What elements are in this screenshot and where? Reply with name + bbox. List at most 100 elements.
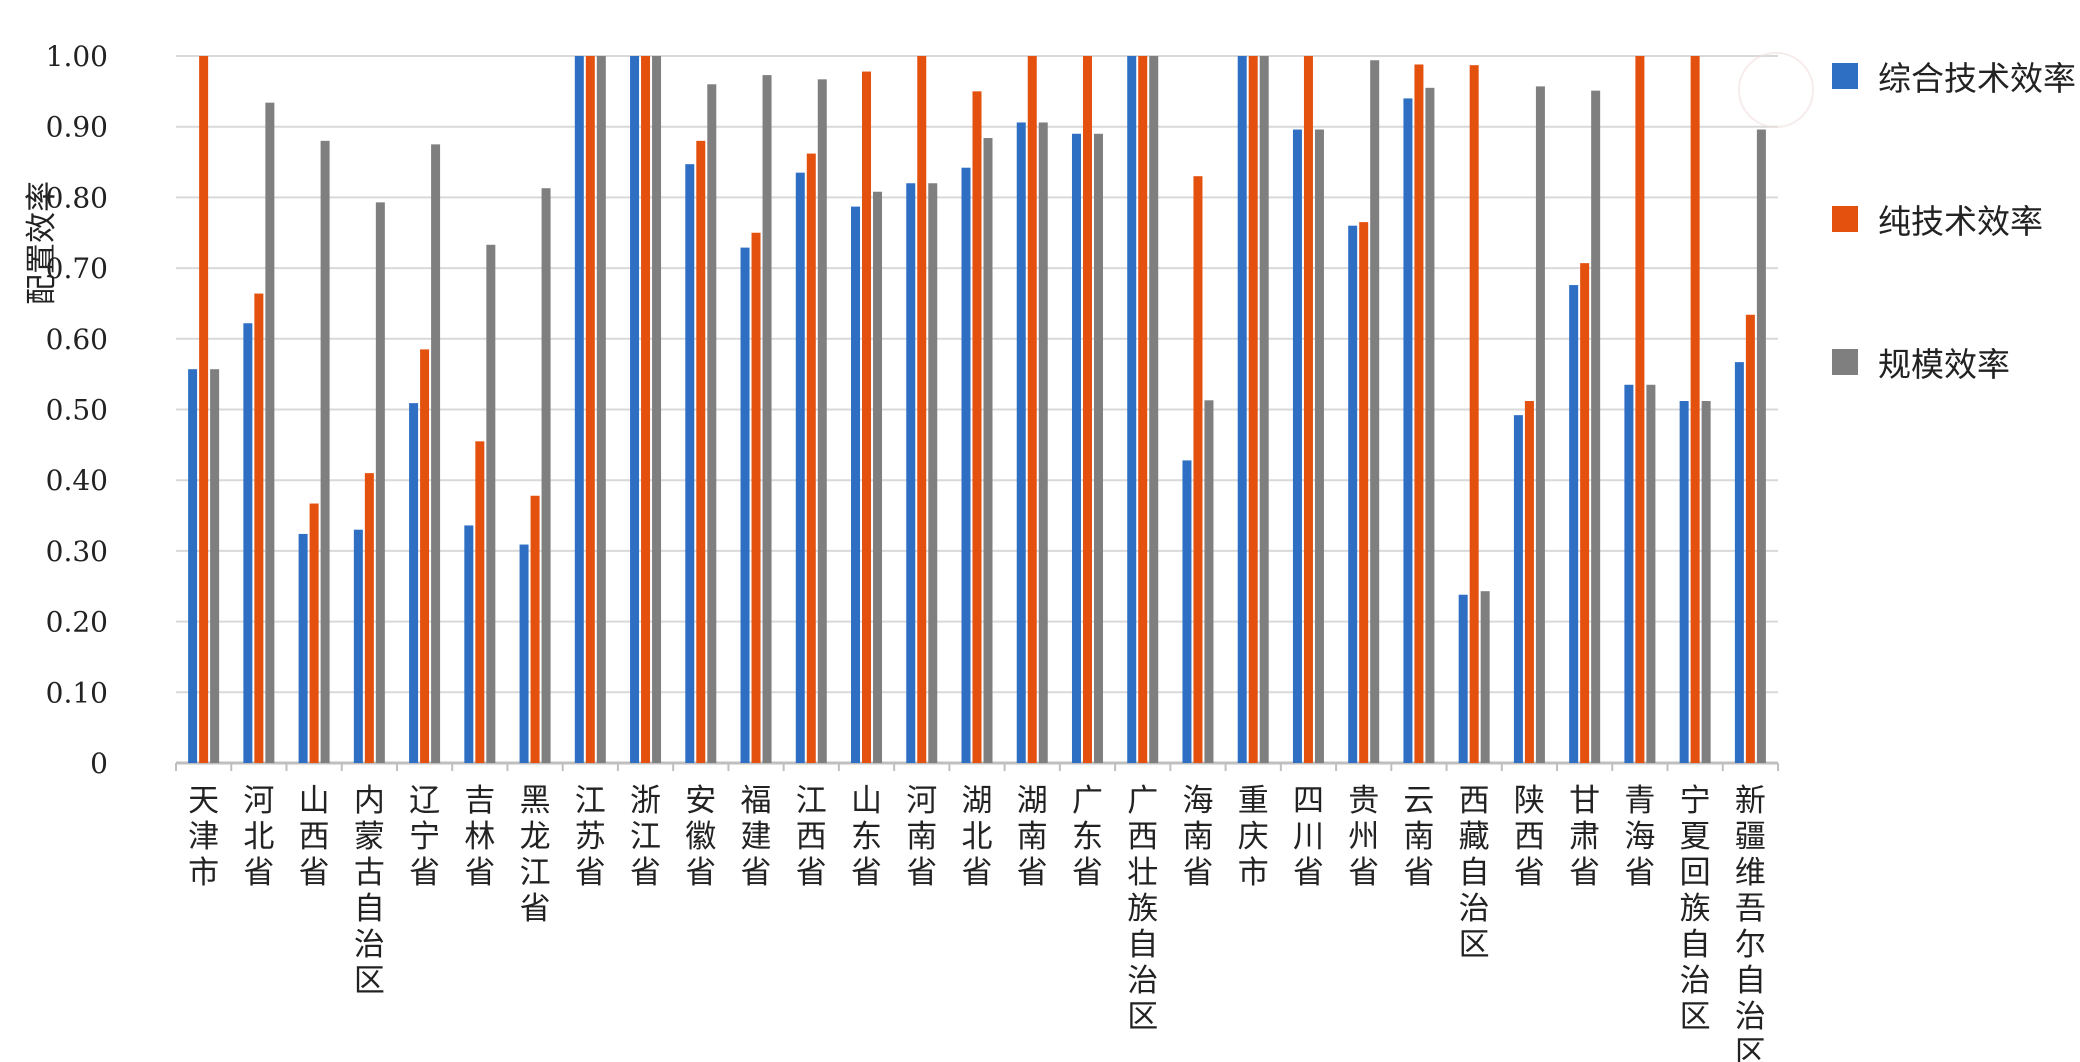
x-category-label: 陕西省 [1514, 783, 1545, 891]
bar-2 [806, 153, 816, 764]
x-category-label: 广东省 [1072, 783, 1103, 891]
bar-3 [1756, 129, 1766, 763]
legend-label-2: 规模效率 [1878, 345, 2010, 384]
bar-2 [1414, 64, 1424, 763]
bar-1 [740, 247, 750, 764]
x-category-label: 山东省 [851, 783, 882, 891]
x-category-label: 福建省 [741, 783, 772, 891]
x-category-label: 重庆市 [1238, 783, 1269, 891]
bar-1 [1569, 285, 1579, 763]
bar-2 [1248, 56, 1258, 763]
bar-2 [420, 349, 430, 763]
bar-1 [1071, 133, 1081, 763]
bar-3 [1646, 384, 1656, 763]
bar-1 [795, 172, 805, 763]
legend-item-0: 综合技术效率 [1832, 58, 2076, 98]
bar-3 [320, 140, 330, 764]
x-category-label: 新疆维吾尔自治区 [1735, 783, 1766, 1062]
x-category-label: 四川省 [1293, 783, 1324, 891]
bar-3 [1425, 87, 1435, 763]
bar-1 [1237, 56, 1247, 763]
bar-3 [1370, 60, 1380, 763]
bar-2 [530, 495, 540, 763]
bar-3 [707, 84, 717, 763]
bar-1 [1624, 384, 1634, 763]
bar-2 [199, 56, 209, 763]
bar-3 [541, 188, 551, 764]
bar-1 [1734, 362, 1744, 763]
bar-3 [1093, 133, 1103, 763]
bar-2 [254, 293, 264, 763]
x-category-label: 湖南省 [1017, 783, 1048, 891]
y-tick-labels: 0 0.10 0.20 0.30 0.40 0.50 0.60 0.70 0.80 0.90 1.0… [46, 40, 108, 780]
x-category-label: 河北省 [243, 783, 274, 891]
x-category-label: 江西省 [796, 783, 827, 891]
bar-1 [1182, 460, 1192, 763]
bar-1 [1348, 225, 1358, 763]
x-category-label: 云南省 [1403, 783, 1434, 891]
bar-2 [751, 232, 761, 763]
bar-1 [1127, 56, 1137, 763]
x-category-label: 宁夏回族自治区 [1680, 783, 1711, 1035]
bar-2 [1524, 401, 1534, 763]
x-category-label: 天津市 [188, 783, 219, 891]
y-tick-label: 0.30 [46, 535, 108, 568]
bar-2 [1469, 65, 1479, 764]
x-category-label: 河南省 [906, 783, 937, 891]
bar-3 [1259, 56, 1269, 763]
bar-1 [409, 403, 419, 763]
y-tick-label: 0.10 [46, 676, 108, 709]
x-category-label: 甘肃省 [1569, 783, 1600, 891]
bar-3 [762, 75, 772, 764]
x-category-label: 吉林省 [464, 783, 495, 891]
x-category-label: 西藏自治区 [1459, 783, 1490, 963]
x-category-label: 安徽省 [685, 783, 716, 891]
bar-1 [1016, 122, 1026, 763]
bar-1 [464, 525, 474, 763]
bar-3 [817, 79, 827, 764]
bar-2 [972, 91, 982, 764]
bar-3 [596, 56, 606, 763]
x-category-label: 辽宁省 [409, 783, 440, 891]
bar-2 [1745, 314, 1755, 763]
legend-label-0: 综合技术效率 [1878, 59, 2076, 98]
bar-3 [375, 202, 385, 763]
bar-2 [1635, 56, 1645, 763]
legend-item-1: 纯技术效率 [1832, 201, 2072, 241]
bar-2 [1082, 56, 1092, 763]
x-category-label: 青海省 [1624, 783, 1655, 891]
watermark-seal [1738, 52, 1814, 128]
bar-1 [961, 167, 971, 763]
bar-3 [1149, 56, 1159, 763]
bar-1 [1513, 415, 1523, 763]
bar-1 [906, 183, 916, 763]
bar-2 [917, 56, 927, 763]
bar-2 [1193, 176, 1203, 763]
bars [188, 56, 1766, 764]
legend-swatch-1 [1832, 206, 1858, 232]
legend-swatch-2 [1832, 349, 1858, 375]
bar-2 [1303, 56, 1313, 763]
bar-2 [309, 503, 319, 763]
bar-1 [1403, 98, 1413, 764]
bar-2 [1027, 56, 1037, 763]
legend: 综合技术效率 纯技术效率 规模效率 [1832, 58, 2076, 487]
bar-2 [1580, 263, 1590, 763]
bar-2 [1138, 56, 1148, 763]
y-tick-label: 0.40 [46, 464, 108, 497]
bar-3 [928, 183, 938, 763]
bar-1 [851, 206, 861, 763]
x-category-label: 内蒙古自治区 [354, 783, 385, 999]
y-tick-label: 0.90 [46, 111, 108, 144]
bar-3 [1204, 400, 1214, 763]
bar-1 [574, 56, 584, 763]
y-tick-label: 0.70 [46, 252, 108, 285]
bar-1 [1292, 129, 1302, 763]
legend-swatch-0 [1832, 63, 1858, 89]
legend-item-2: 规模效率 [1832, 344, 2072, 384]
bar-1 [1679, 401, 1689, 763]
bar-1 [630, 56, 640, 763]
bar-3 [983, 138, 993, 764]
bar-2 [862, 71, 872, 763]
